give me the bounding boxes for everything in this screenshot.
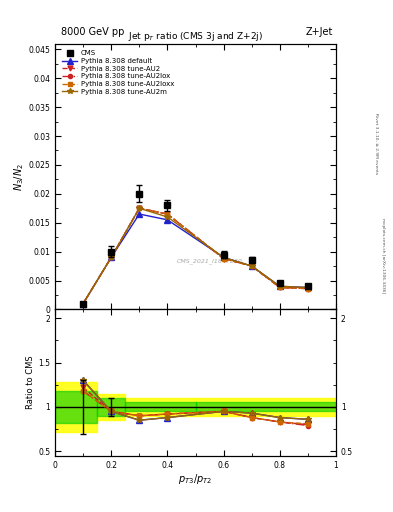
X-axis label: $p_{T3}/p_{T2}$: $p_{T3}/p_{T2}$ <box>178 472 213 486</box>
Title: Jet p$_T$ ratio (CMS 3j and Z+2j): Jet p$_T$ ratio (CMS 3j and Z+2j) <box>128 30 263 44</box>
Legend: CMS, Pythia 8.308 default, Pythia 8.308 tune-AU2, Pythia 8.308 tune-AU2lox, Pyth: CMS, Pythia 8.308 default, Pythia 8.308 … <box>61 49 176 96</box>
Text: mcplots.cern.ch [arXiv:1306.3436]: mcplots.cern.ch [arXiv:1306.3436] <box>381 219 385 293</box>
Y-axis label: Ratio to CMS: Ratio to CMS <box>26 356 35 410</box>
Text: Rivet 3.1.10, ≥ 2.9M events: Rivet 3.1.10, ≥ 2.9M events <box>375 113 378 174</box>
Text: 8000 GeV pp: 8000 GeV pp <box>61 27 124 37</box>
Y-axis label: $N_3/N_2$: $N_3/N_2$ <box>12 162 26 190</box>
Text: CMS_2021_I1847230: CMS_2021_I1847230 <box>176 259 242 264</box>
Text: Z+Jet: Z+Jet <box>306 27 333 37</box>
